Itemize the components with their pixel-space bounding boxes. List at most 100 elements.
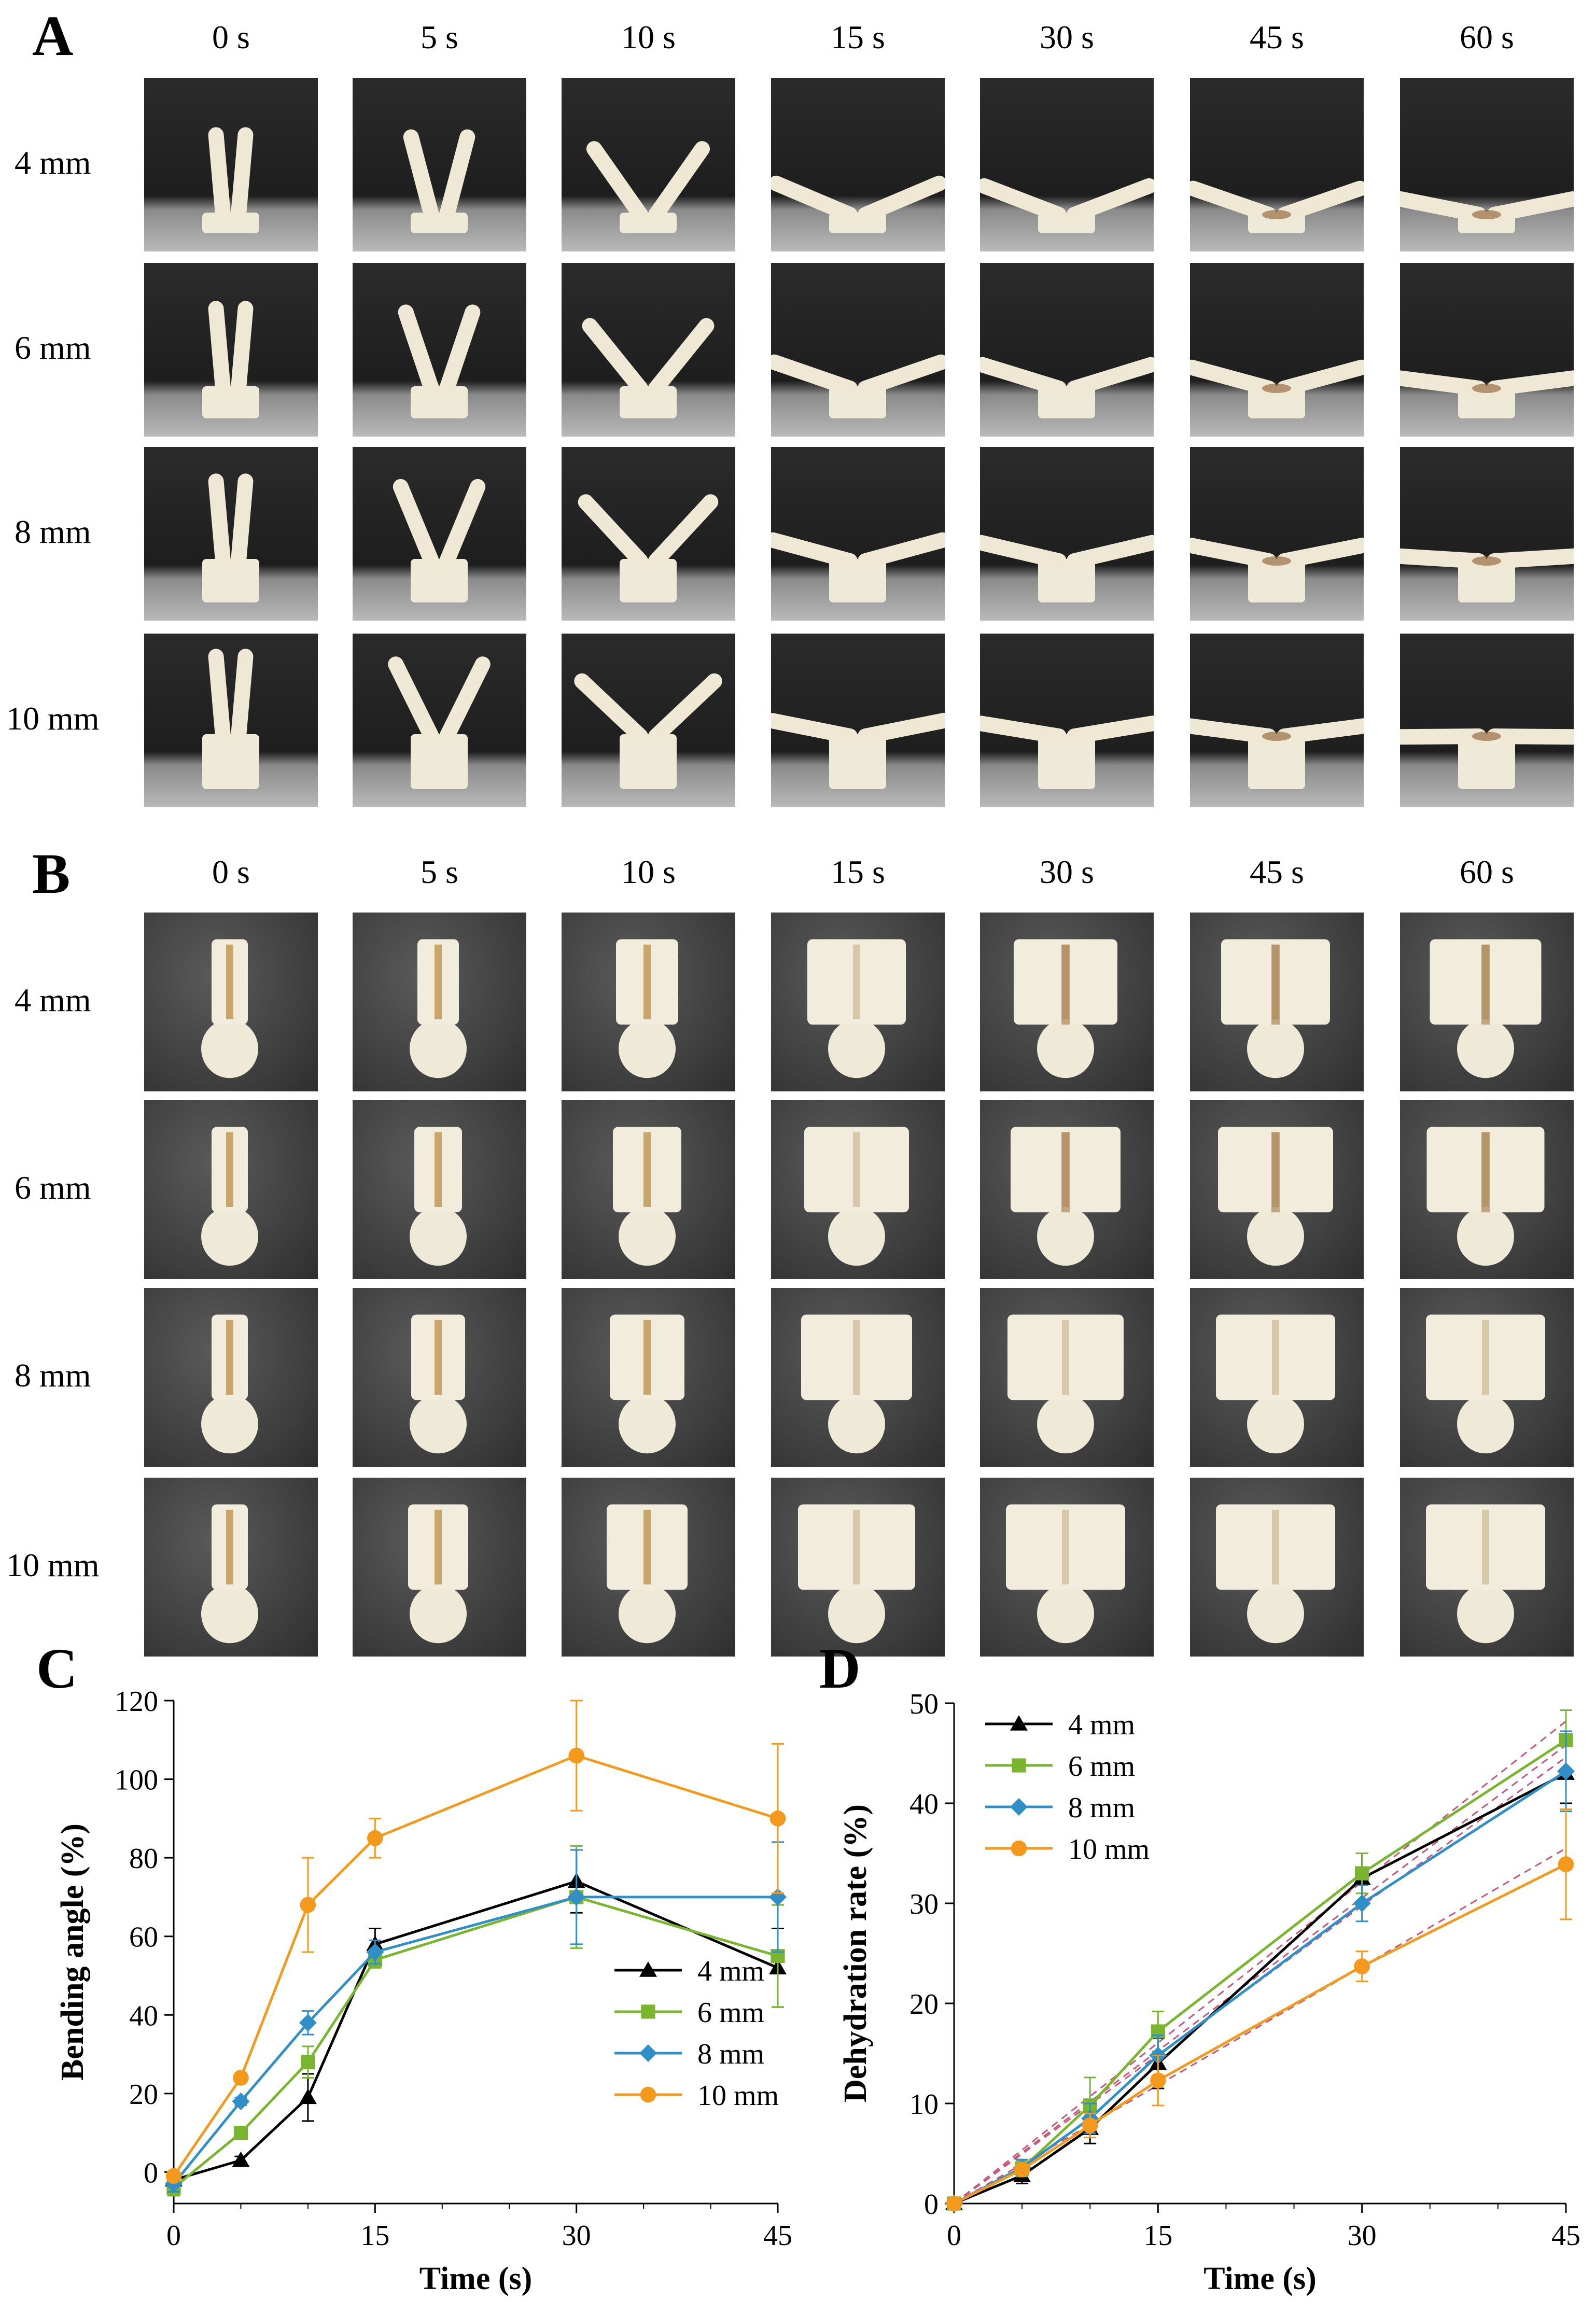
legend-label: 8 mm — [1068, 1792, 1135, 1824]
data-point — [232, 2151, 250, 2167]
a-specimen-photo — [562, 263, 735, 437]
y-tick-label: 0 — [924, 2188, 939, 2221]
legend-label: 4 mm — [1068, 1709, 1135, 1741]
b-row-label: 4 mm — [15, 981, 91, 1018]
legend-label: 6 mm — [1068, 1750, 1135, 1783]
data-point — [568, 1747, 584, 1764]
a-specimen-photo — [353, 78, 526, 251]
chart-c-bending-angle: C 0 15 30 45 0 20 40 60 80 100 120 Time (s) Bending a… — [36, 1638, 792, 2296]
legend-marker — [640, 2086, 656, 2103]
b-specimen-photo — [1400, 1100, 1574, 1279]
b-specimen-photo — [144, 1478, 318, 1657]
data-point — [366, 1943, 384, 1961]
b-specimen-photo — [562, 1100, 735, 1279]
series-line — [953, 1770, 1567, 2205]
a-specimen-photo — [1190, 634, 1364, 807]
data-point — [946, 2195, 962, 2212]
x-tick-label: 0 — [166, 2220, 181, 2252]
x-tick-label: 30 — [1348, 2220, 1377, 2252]
b-specimen-photo — [144, 1288, 318, 1467]
b-specimen-photo — [353, 1288, 526, 1467]
a-specimen-photo — [144, 447, 318, 621]
data-point — [1082, 2117, 1098, 2134]
legend-label: 8 mm — [697, 2038, 764, 2070]
b-specimen-photo — [1400, 913, 1574, 1091]
chart-panel-label: D — [819, 1638, 860, 1700]
y-axis-label: Bending angle (%) — [55, 1823, 90, 2081]
fit-line — [954, 1744, 1566, 2205]
a-specimen-photo — [353, 263, 526, 437]
b-specimen-photo — [771, 1100, 945, 1279]
x-axis-label: Time (s) — [1203, 2261, 1317, 2296]
b-specimen-photo — [562, 1478, 735, 1657]
x-axis-label: Time (s) — [419, 2261, 533, 2296]
y-tick-label: 30 — [909, 1888, 939, 1920]
b-specimen-photo — [1190, 913, 1364, 1091]
b-row-label: 6 mm — [15, 1169, 91, 1206]
a-specimen-photo — [980, 263, 1154, 437]
x-tick-label: 15 — [360, 2220, 389, 2252]
b-specimen-photo — [771, 913, 945, 1091]
y-axis-label: Dehydration rate (%) — [838, 1804, 873, 2102]
legend-marker — [1012, 1758, 1026, 1773]
b-specimen-photo — [144, 913, 318, 1091]
y-tick-label: 40 — [129, 2000, 158, 2032]
legend-marker — [1011, 1840, 1027, 1857]
b-col-label: 30 s — [1040, 853, 1094, 890]
b-specimen-photo — [1190, 1288, 1364, 1467]
series-line — [172, 1754, 778, 2177]
a-specimen-photo — [1400, 78, 1574, 251]
a-col-label: 30 s — [1040, 19, 1094, 55]
a-specimen-photo — [144, 263, 318, 437]
chart-axes — [173, 1701, 778, 2205]
a-specimen-photo — [144, 78, 318, 251]
chart-d-dehydration-rate: D 0 15 30 45 0 10 20 30 40 50 Time (s) Dehydration r… — [819, 1638, 1580, 2296]
data-point — [165, 2168, 182, 2184]
legend-marker — [1010, 1715, 1028, 1731]
legend-label: 6 mm — [697, 1997, 764, 2029]
a-specimen-photo — [562, 78, 735, 251]
a-specimen-photo — [1190, 78, 1364, 251]
b-specimen-photo — [771, 1478, 945, 1657]
legend-label: 4 mm — [697, 1955, 764, 1987]
a-specimen-photo — [771, 634, 945, 807]
b-specimen-photo — [771, 1288, 945, 1467]
a-specimen-photo — [1190, 447, 1364, 621]
series-line — [173, 1896, 778, 2185]
a-row-label: 8 mm — [15, 513, 91, 550]
a-col-label: 10 s — [621, 19, 676, 55]
y-tick-label: 20 — [909, 1988, 939, 2021]
series-line — [954, 1772, 1567, 2205]
data-point — [1014, 2162, 1030, 2178]
data-point — [232, 2092, 250, 2110]
y-tick-label: 40 — [909, 1788, 939, 1820]
y-tick-label: 100 — [115, 1764, 158, 1797]
a-col-label: 60 s — [1460, 19, 1514, 55]
a-row-label: 10 mm — [6, 699, 100, 737]
data-point — [567, 1888, 585, 1906]
y-tick-label: 10 — [909, 2088, 939, 2121]
b-col-label: 5 s — [421, 853, 458, 890]
b-col-label: 15 s — [831, 853, 885, 890]
a-col-label: 15 s — [831, 19, 885, 55]
b-specimen-photo — [353, 1478, 526, 1657]
x-tick-label: 45 — [763, 2220, 792, 2252]
data-point — [299, 2088, 317, 2104]
y-tick-label: 60 — [129, 1921, 158, 1954]
b-specimen-photo — [980, 1100, 1154, 1279]
b-specimen-photo — [1190, 1100, 1364, 1279]
a-specimen-photo — [144, 634, 318, 807]
y-tick-label: 20 — [129, 2079, 158, 2111]
data-point — [1355, 1866, 1369, 1881]
a-specimen-photo — [562, 447, 735, 621]
x-tick-label: 45 — [1551, 2220, 1580, 2252]
chart-panel-label: C — [36, 1638, 77, 1700]
a-specimen-photo — [353, 634, 526, 807]
legend-label: 10 mm — [697, 2080, 779, 2112]
b-specimen-photo — [980, 1478, 1154, 1657]
series-line — [173, 1879, 778, 2181]
b-specimen-photo — [562, 913, 735, 1091]
data-point — [1353, 1895, 1371, 1912]
a-specimen-photo — [562, 634, 735, 807]
a-specimen-photo — [1190, 263, 1364, 437]
